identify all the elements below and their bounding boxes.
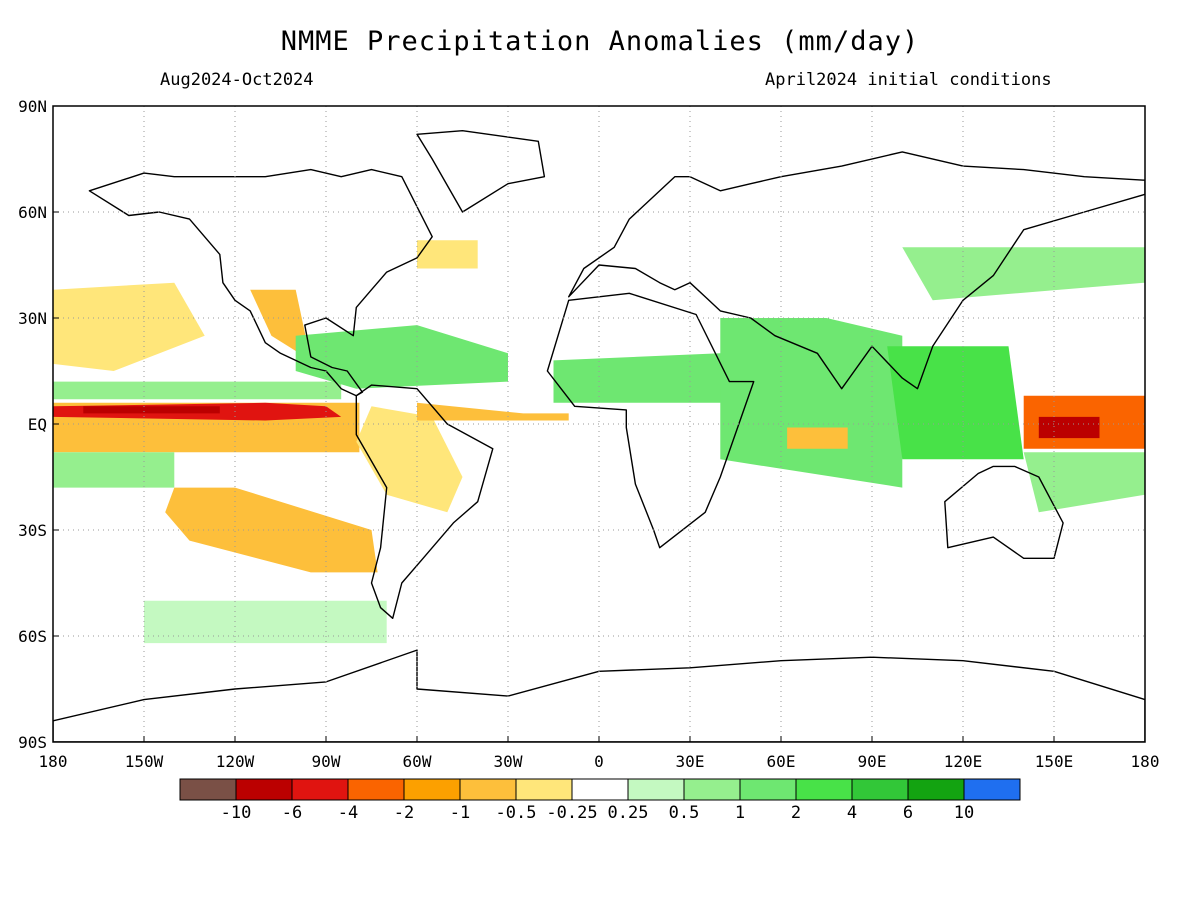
anomaly-region-amazon-dry xyxy=(356,406,463,513)
colorbar-label-10: 10 xyxy=(954,803,974,823)
anomaly-region-maritime-continent-wet xyxy=(887,346,1024,460)
colorbar: -10 -6 -4 -2 -1 -0.5 -0.25 0.25 0.5 1 2 4 6 10 xyxy=(179,778,1021,823)
colorbar-swatch xyxy=(851,778,909,801)
coastline-greenland xyxy=(416,129,546,213)
anomaly-region-southern-ocean-wet xyxy=(144,600,387,644)
forecast-period: Aug2024-Oct2024 xyxy=(160,70,314,90)
colorbar-swatch xyxy=(235,778,293,801)
anomaly-region-north-pacific-wet xyxy=(902,247,1145,301)
colorbar-swatch xyxy=(291,778,349,801)
colorbar-swatch xyxy=(739,778,797,801)
colorbar-label-0-5: -0.5 xyxy=(496,803,537,823)
anomaly-region-sahel-wet xyxy=(553,353,766,403)
colorbar-label-6: 6 xyxy=(903,803,913,823)
anomaly-region-south-pacific-wet xyxy=(1023,452,1145,513)
colorbar-label-10: -10 xyxy=(221,803,252,823)
colorbar-label-1: 1 xyxy=(735,803,745,823)
x-tick-label-90w: 90W xyxy=(312,752,341,771)
y-tick-label-30s: 30S xyxy=(18,521,47,540)
x-tick-label-60e: 60E xyxy=(767,752,796,771)
coastline-south-america xyxy=(355,384,494,619)
colorbar-label-2: -2 xyxy=(394,803,414,823)
anomaly-region-indian-ocean-dry xyxy=(787,427,848,449)
anomaly-region-atlantic-itcz-dry xyxy=(417,402,569,421)
anomaly-region-south-pacific-dry-band xyxy=(165,487,378,573)
colorbar-label-6: -6 xyxy=(282,803,302,823)
colorbar-label-2: 2 xyxy=(791,803,801,823)
colorbar-swatch xyxy=(179,778,237,801)
colorbar-swatch xyxy=(515,778,573,801)
colorbar-label-0-25: -0.25 xyxy=(546,803,597,823)
anomaly-region-west-pacific-core xyxy=(1038,416,1100,439)
x-tick-label-90e: 90E xyxy=(858,752,887,771)
colorbar-swatch xyxy=(347,778,405,801)
anomaly-regions xyxy=(53,240,1145,644)
colorbar-swatch xyxy=(795,778,853,801)
colorbar-label-4: 4 xyxy=(847,803,857,823)
coastline-antarctica xyxy=(53,649,1145,742)
x-tick-label-180: 180 xyxy=(39,752,68,771)
anomaly-region-indian-ocean-wet xyxy=(720,318,903,488)
colorbar-label-0-25: 0.25 xyxy=(608,803,649,823)
coastlines xyxy=(53,129,1145,742)
anomaly-region-north-atlantic-dry xyxy=(417,240,478,269)
x-tick-label-60w: 60W xyxy=(403,752,432,771)
colorbar-swatch xyxy=(683,778,741,801)
coastline-eurasia xyxy=(568,151,1145,390)
anomaly-region-mexico-dry xyxy=(250,289,311,361)
colorbar-swatch xyxy=(571,778,629,801)
y-tick-label-90n: 90N xyxy=(18,97,47,116)
y-tick-label-30n: 30N xyxy=(18,309,47,328)
anomaly-region-itcz-pacific-wet xyxy=(53,381,342,400)
anomaly-region-caribbean-wet xyxy=(295,325,508,389)
gridlines xyxy=(53,106,1145,742)
y-tick-label-60n: 60N xyxy=(18,203,47,222)
colorbar-swatch xyxy=(963,778,1021,801)
axis-ticks: 180 150W 120W 90W 60W 30W 0 30E 60E 90E 120E 150E 18… xyxy=(18,97,1159,771)
coastline-north-america xyxy=(88,168,433,397)
x-tick-label-150w: 150W xyxy=(125,752,164,771)
colorbar-swatch xyxy=(459,778,517,801)
x-tick-label-180: 180 xyxy=(1131,752,1160,771)
y-tick-label-eq: EQ xyxy=(28,415,47,434)
colorbar-swatch xyxy=(907,778,965,801)
colorbar-label-4: -4 xyxy=(338,803,358,823)
colorbar-label-0-5: 0.5 xyxy=(669,803,700,823)
x-tick-label-0: 0 xyxy=(594,752,604,771)
y-tick-label-60s: 60S xyxy=(18,627,47,646)
anomaly-region-eastern-pacific-wet xyxy=(53,452,175,488)
chart-title: NMME Precipitation Anomalies (mm/day) xyxy=(280,26,920,57)
coastline-africa xyxy=(546,292,755,549)
colorbar-label-1: -1 xyxy=(450,803,470,823)
anomaly-region-north-pacific-dry xyxy=(53,282,205,371)
coastline-australia xyxy=(944,465,1064,559)
x-tick-label-120e: 120E xyxy=(944,752,983,771)
anomaly-region-equatorial-core-deep xyxy=(83,406,220,414)
x-tick-label-30w: 30W xyxy=(494,752,523,771)
y-tick-label-90s: 90S xyxy=(18,733,47,752)
colorbar-swatch xyxy=(627,778,685,801)
x-tick-label-150e: 150E xyxy=(1035,752,1074,771)
x-tick-label-120w: 120W xyxy=(216,752,255,771)
initial-conditions: April2024 initial conditions xyxy=(765,70,1052,90)
colorbar-swatch xyxy=(403,778,461,801)
x-tick-label-30e: 30E xyxy=(676,752,705,771)
